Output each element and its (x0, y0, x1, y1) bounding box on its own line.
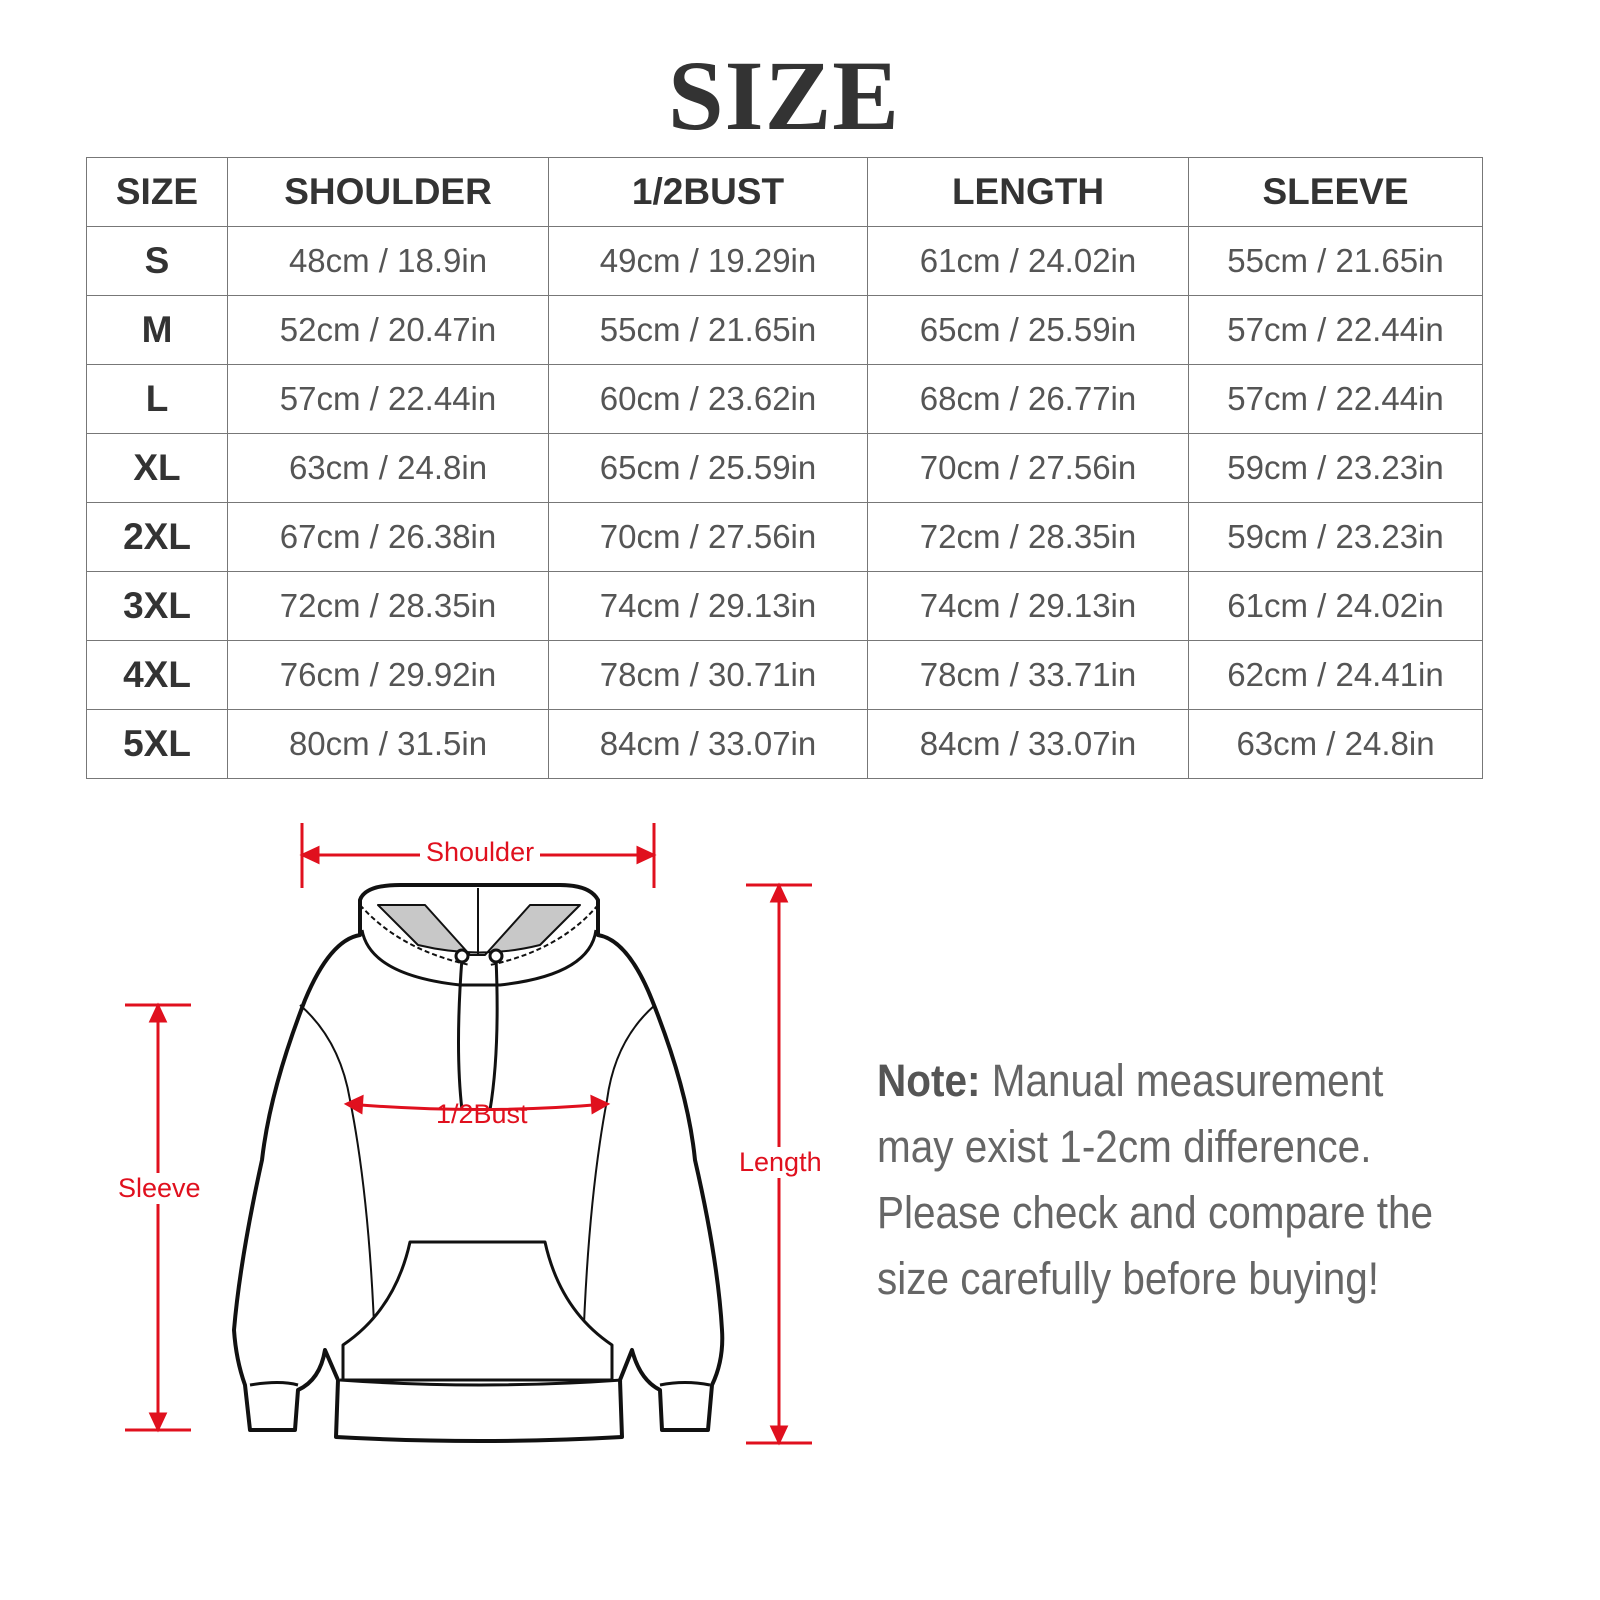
size-cell: S (86, 226, 228, 296)
measurement-cell: 84cm / 33.07in (867, 709, 1189, 779)
measurement-cell: 52cm / 20.47in (227, 295, 549, 365)
measurement-cell: 74cm / 29.13in (548, 571, 868, 641)
measurement-cell: 57cm / 22.44in (1188, 364, 1483, 434)
measurement-cell: 60cm / 23.62in (548, 364, 868, 434)
hoodie-diagram (125, 823, 812, 1446)
measurement-cell: 72cm / 28.35in (867, 502, 1189, 572)
measurement-cell: 63cm / 24.8in (1188, 709, 1483, 779)
length-label: Length (733, 1147, 828, 1178)
note-body: Manual measurement may exist 1-2cm diffe… (877, 1055, 1434, 1304)
measurement-cell: 57cm / 22.44in (1188, 295, 1483, 365)
measurement-cell: 49cm / 19.29in (548, 226, 868, 296)
measurement-cell: 68cm / 26.77in (867, 364, 1189, 434)
measurement-cell: 65cm / 25.59in (867, 295, 1189, 365)
measurement-cell: 76cm / 29.92in (227, 640, 549, 710)
measurement-cell: 78cm / 33.71in (867, 640, 1189, 710)
table-row: XL 63cm / 24.8in 65cm / 25.59in 70cm / 27.5… (86, 433, 1483, 503)
table-row: 4XL 76cm / 29.92in 78cm / 30.71in 78cm / 33… (86, 640, 1483, 710)
measurement-cell: 63cm / 24.8in (227, 433, 549, 503)
header-size: SIZE (86, 157, 228, 227)
measurement-cell: 55cm / 21.65in (548, 295, 868, 365)
table-row: L 57cm / 22.44in 60cm / 23.62in 68cm / 26.7… (86, 364, 1483, 434)
size-cell: L (86, 364, 228, 434)
measurement-cell: 70cm / 27.56in (867, 433, 1189, 503)
size-cell: XL (86, 433, 228, 503)
measurement-cell: 65cm / 25.59in (548, 433, 868, 503)
measurement-cell: 61cm / 24.02in (867, 226, 1189, 296)
measurement-cell: 62cm / 24.41in (1188, 640, 1483, 710)
header-shoulder: SHOULDER (227, 157, 549, 227)
size-cell: 2XL (86, 502, 228, 572)
page-title: SIZE (668, 40, 900, 151)
table-row: M 52cm / 20.47in 55cm / 21.65in 65cm / 25.5… (86, 295, 1483, 365)
sleeve-label: Sleeve (112, 1173, 207, 1204)
shoulder-label: Shoulder (420, 837, 541, 868)
measurement-cell: 80cm / 31.5in (227, 709, 549, 779)
measurement-cell: 61cm / 24.02in (1188, 571, 1483, 641)
measurement-cell: 67cm / 26.38in (227, 502, 549, 572)
table-row: S 48cm / 18.9in 49cm / 19.29in 61cm / 24.02… (86, 226, 1483, 296)
table-header-row: SIZE SHOULDER 1/2BUST LENGTH SLEEVE (86, 157, 1483, 227)
measurement-cell: 59cm / 23.23in (1188, 433, 1483, 503)
bust-label: 1/2Bust (436, 1099, 528, 1129)
header-sleeve: SLEEVE (1188, 157, 1483, 227)
hoodie-illustration (232, 883, 725, 1443)
measurement-cell: 59cm / 23.23in (1188, 502, 1483, 572)
measurement-cell: 78cm / 30.71in (548, 640, 868, 710)
size-cell: M (86, 295, 228, 365)
table-row: 2XL 67cm / 26.38in 70cm / 27.56in 72cm / 28… (86, 502, 1483, 572)
size-cell: 5XL (86, 709, 228, 779)
size-cell: 4XL (86, 640, 228, 710)
table-row: 3XL 72cm / 28.35in 74cm / 29.13in 74cm / 29… (86, 571, 1483, 641)
note-text: Note: Manual measurement may exist 1-2cm… (877, 1048, 1435, 1312)
size-cell: 3XL (86, 571, 228, 641)
measurement-cell: 72cm / 28.35in (227, 571, 549, 641)
table-row: 5XL 80cm / 31.5in 84cm / 33.07in 84cm / 33.… (86, 709, 1483, 779)
header-bust: 1/2BUST (548, 157, 868, 227)
measurement-cell: 48cm / 18.9in (227, 226, 549, 296)
header-length: LENGTH (867, 157, 1189, 227)
measurement-cell: 55cm / 21.65in (1188, 226, 1483, 296)
note-label: Note: (877, 1055, 981, 1106)
measurement-cell: 84cm / 33.07in (548, 709, 868, 779)
measurement-cell: 74cm / 29.13in (867, 571, 1189, 641)
measurement-cell: 70cm / 27.56in (548, 502, 868, 572)
size-table: SIZE SHOULDER 1/2BUST LENGTH SLEEVE S 48c… (86, 157, 1483, 779)
measurement-cell: 57cm / 22.44in (227, 364, 549, 434)
